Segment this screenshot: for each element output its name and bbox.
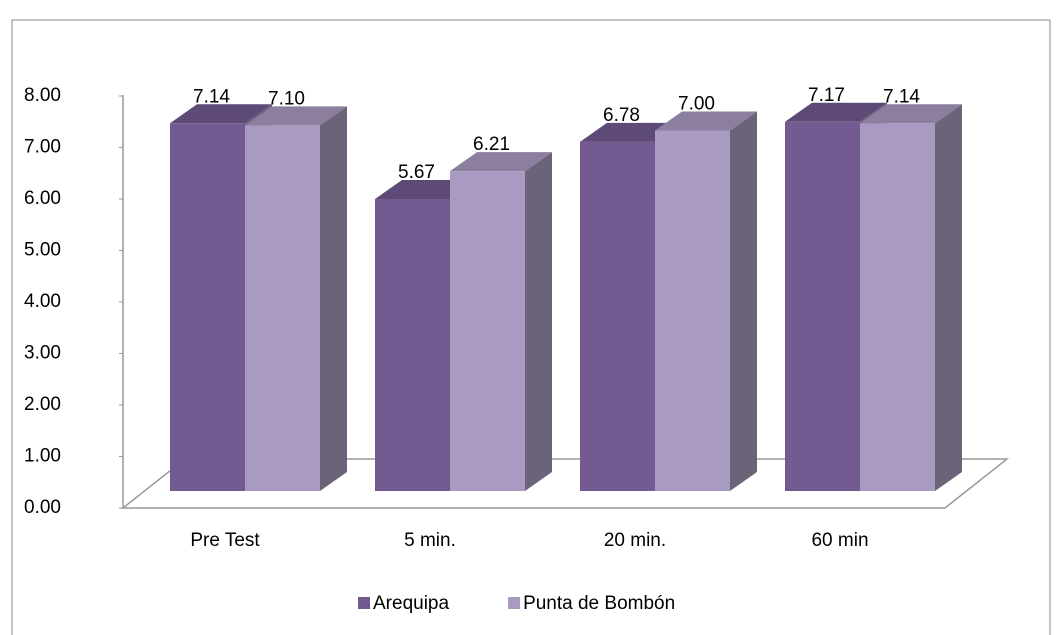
bar-face (860, 104, 962, 124)
y-tick-label: 3.00 (24, 343, 61, 364)
bar-face (450, 171, 525, 491)
x-tick-label: Pre Test (190, 530, 260, 551)
bar-face (450, 152, 552, 172)
bar-face (245, 125, 320, 491)
y-tick-label: 1.00 (24, 446, 61, 467)
bar-face (785, 102, 887, 122)
bar (245, 106, 347, 491)
bar-face (375, 198, 450, 491)
bar-face (785, 121, 860, 492)
bar (655, 111, 757, 491)
x-tick-label: 60 min (811, 530, 868, 551)
bar-face (580, 141, 655, 491)
bar-face (525, 152, 552, 491)
legend-label: Punta de Bombón (523, 593, 675, 614)
legend-swatch (358, 597, 370, 609)
legend-swatch (508, 597, 521, 609)
value-label: 5.67 (398, 162, 435, 183)
legend-label: Arequipa (373, 593, 449, 614)
value-label: 7.00 (678, 94, 715, 115)
y-tick-label: 5.00 (24, 240, 61, 261)
value-label: 6.21 (473, 134, 510, 155)
bar-face (860, 123, 935, 491)
y-tick-label: 0.00 (24, 497, 61, 518)
bar-face (170, 123, 245, 491)
value-label: 7.14 (193, 86, 230, 107)
x-tick-label: 20 min. (604, 530, 666, 551)
bar-face (730, 111, 757, 491)
bar-face (320, 106, 347, 491)
bar-face (170, 104, 272, 124)
y-tick-label: 4.00 (24, 291, 61, 312)
bar (860, 104, 962, 491)
value-label: 7.14 (883, 86, 920, 107)
y-tick-label: 8.00 (24, 85, 61, 106)
value-label: 7.17 (808, 85, 845, 106)
x-tick-label: 5 min. (404, 530, 456, 551)
y-tick-label: 6.00 (24, 188, 61, 209)
y-tick-label: 7.00 (24, 137, 61, 158)
bar-face (935, 104, 962, 491)
y-tick-label: 2.00 (24, 394, 61, 415)
value-label: 6.78 (603, 105, 640, 126)
value-label: 7.10 (268, 88, 305, 109)
bar (450, 152, 552, 491)
bar-face (655, 111, 757, 131)
bar-face (245, 106, 347, 126)
bar-face (655, 130, 730, 491)
floor (120, 458, 1010, 509)
chart-border (11, 19, 1051, 635)
